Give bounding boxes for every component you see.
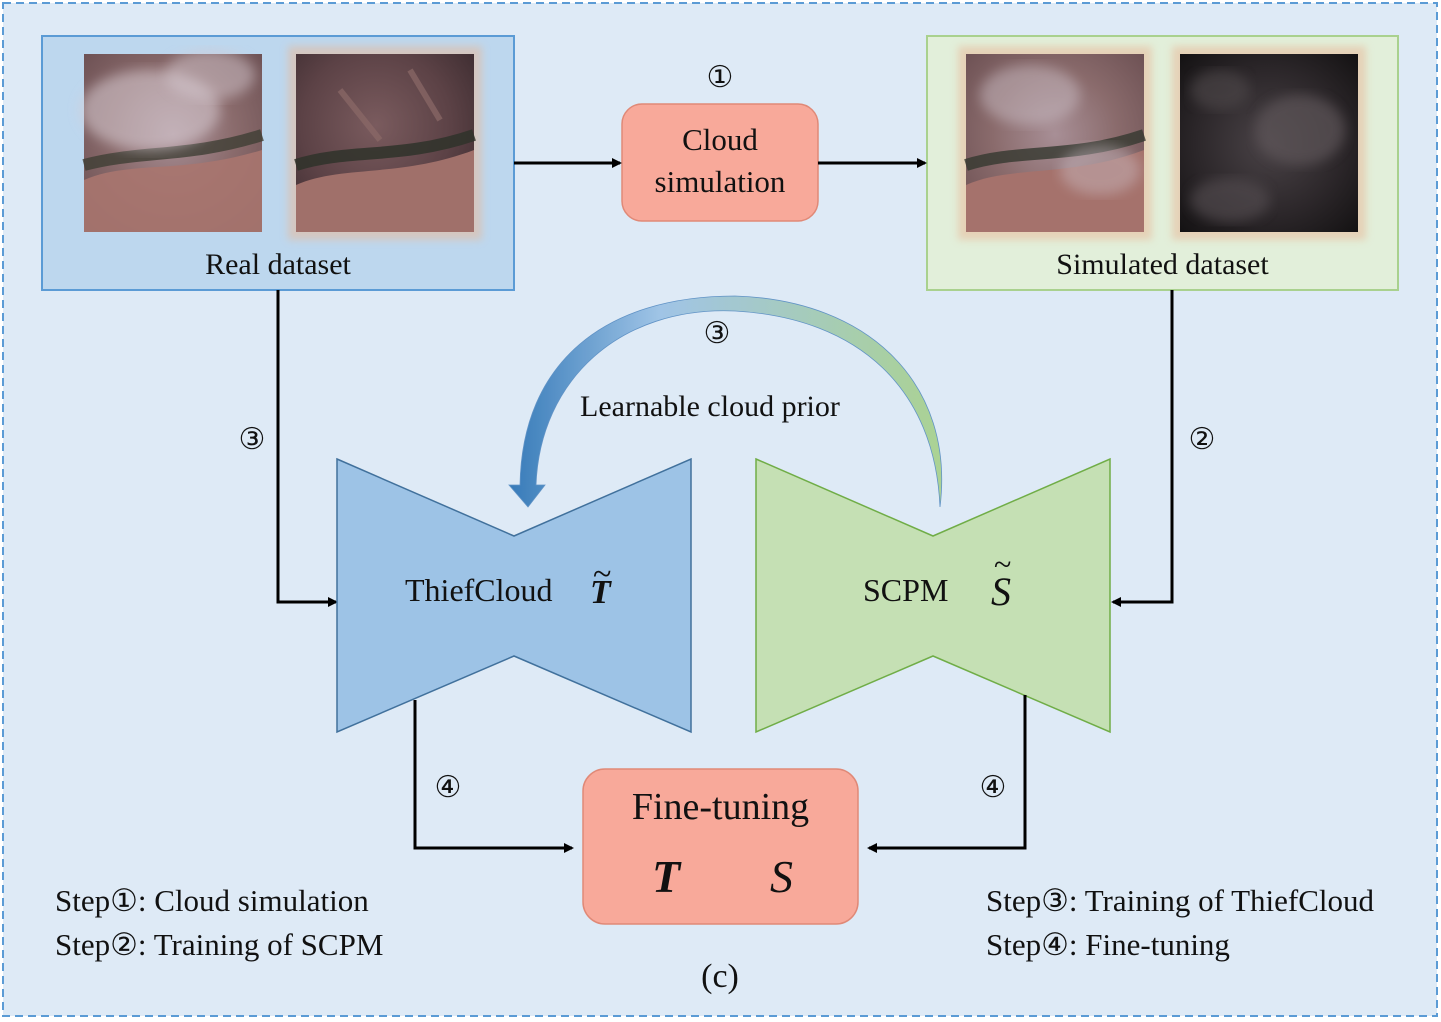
fine-tuning-symbol-s: S [770,851,793,902]
right-vertical-marker: ② [1188,422,1216,457]
cloud-simulation-line1: Cloud [682,122,758,157]
legend-step1: Step①: Cloud simulation [55,883,369,918]
real-dataset-label: Real dataset [205,248,351,281]
legend-step2: Step②: Training of SCPM [55,927,384,962]
learnable-prior-arc [508,295,942,508]
left-vertical-marker: ③ [238,422,266,457]
arrow-simulated-to-scpm [1111,290,1174,607]
learnable-prior-label: Learnable cloud prior [580,390,840,423]
fine-tuning-title: Fine-tuning [631,786,810,828]
thiefcloud-shape [336,457,692,734]
real-cloudy-image [80,50,264,232]
real-clear-image [288,46,482,240]
scpm-symbol: S [991,569,1011,614]
bottom-right-marker: ④ [979,770,1007,805]
simulated-cloudy-image [958,46,1152,240]
bottom-left-marker: ④ [434,770,462,805]
arrow-scpm-to-finetuning [867,695,1027,853]
scpm-shape [755,457,1111,734]
legend-step4: Step④: Fine-tuning [986,927,1230,962]
step1-marker: ① [706,60,734,95]
cloud-simulation-line2: simulation [654,164,786,199]
learnable-prior-step-marker: ③ [703,316,731,351]
fine-tuning-box [582,768,859,925]
legend-step3: Step③: Training of ThiefCloud [986,883,1375,918]
thiefcloud-symbol: T [590,574,611,611]
fine-tuning-symbol-t: T [652,851,681,902]
arrow-real-to-thiefcloud [276,290,338,607]
simulated-dataset-label: Simulated dataset [1056,248,1269,281]
figure-caption: (c) [701,958,739,995]
scpm-label: SCPM [863,572,949,608]
scpm-tilde: ~ [994,546,1012,582]
thiefcloud-label: ThiefCloud [405,572,553,608]
thiefcloud-tilde: ~ [593,556,612,593]
arrow-thiefcloud-to-finetuning [413,700,574,853]
simulated-cloud-mask-image [1172,46,1366,240]
